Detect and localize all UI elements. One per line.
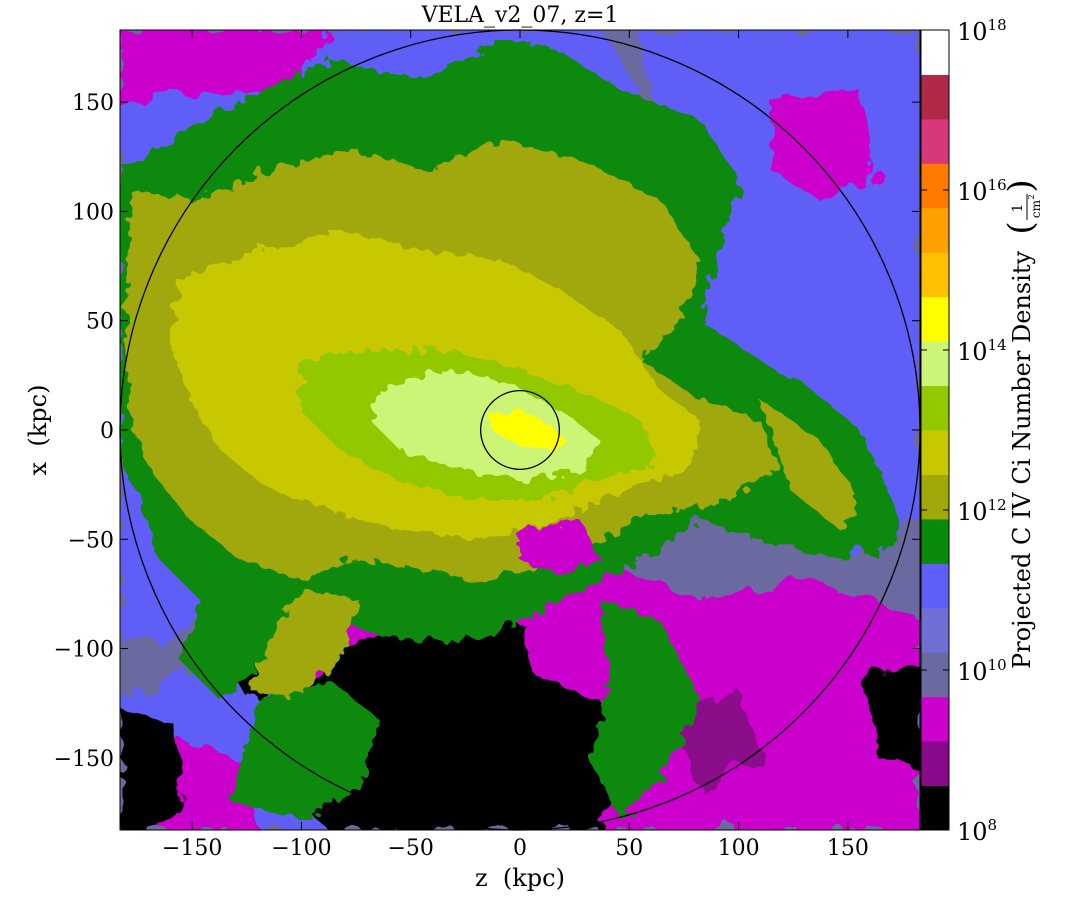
x-tick-label: −150 <box>162 836 222 861</box>
region-green-filament-s <box>230 680 380 820</box>
colorbar-segment <box>921 696 949 742</box>
colorbar-segment <box>921 252 949 298</box>
x-tick-label: 150 <box>827 836 869 861</box>
x-tick-label: −100 <box>271 836 331 861</box>
colorbar-segment <box>921 341 949 387</box>
y-tick-label: −150 <box>54 747 114 772</box>
y-tick-label: −50 <box>68 528 114 553</box>
colorbar-label-group: Projected C IV Ci Number Density ( 1 cm … <box>1001 179 1043 669</box>
colorbar-unit-numerator: 1 <box>1010 204 1026 213</box>
colorbar-segment <box>921 518 949 564</box>
colorbar-frame <box>920 29 950 831</box>
region-yellow-peak <box>490 410 565 450</box>
colorbar-tick-label: 1014 <box>957 336 1007 366</box>
colorbar-segment <box>921 385 949 431</box>
colorbar-segment <box>921 607 949 653</box>
colorbar-segment <box>921 118 949 164</box>
colorbar <box>921 30 949 831</box>
colorbar-unit-open-paren: ( <box>1001 221 1041 234</box>
y-tick-label: −100 <box>54 638 114 663</box>
colorbar-segment <box>921 163 949 209</box>
region-olive-stream-s <box>250 590 360 700</box>
colorbar-unit-denominator: cm <box>1029 199 1043 218</box>
colorbar-segment <box>921 74 949 120</box>
colorbar-segment <box>921 785 949 831</box>
y-tick-label: 0 <box>100 419 114 444</box>
x-tick-label: 0 <box>513 836 527 861</box>
region-void-se <box>860 660 920 770</box>
colorbar-segment <box>921 741 949 787</box>
colorbar-segment <box>921 474 949 520</box>
y-axis-ticks: −150 −100 −50 0 50 100 150 <box>54 91 920 772</box>
x-tick-label: 50 <box>615 836 643 861</box>
x-axis-ticks: −150 −100 −50 0 50 100 150 <box>162 30 869 861</box>
density-map <box>120 30 920 830</box>
colorbar-tick-label: 1018 <box>957 16 1007 46</box>
region-magenta-nw <box>120 30 330 110</box>
x-axis-label: z (kpc) <box>475 864 565 892</box>
y-tick-label: 100 <box>72 200 114 225</box>
region-void-sw <box>120 710 190 830</box>
colorbar-segment <box>921 30 949 75</box>
colorbar-segment <box>921 563 949 609</box>
y-tick-label: 150 <box>72 91 114 116</box>
colorbar-segment <box>921 296 949 342</box>
colorbar-tick-label: 1016 <box>957 176 1007 206</box>
x-tick-label: −50 <box>387 836 433 861</box>
region-magenta-ne <box>770 90 880 200</box>
region-lightgreen-core <box>370 370 600 480</box>
region-olive-stream-e <box>760 400 860 530</box>
region-void-south <box>280 610 640 830</box>
region-green-filament-se <box>590 600 700 820</box>
colorbar-tick-label: 108 <box>957 816 997 846</box>
colorbar-unit-close-paren: ) <box>1001 179 1041 192</box>
x-tick-label: 100 <box>718 836 760 861</box>
region-magenta-patch <box>520 520 600 575</box>
inner-radius-circle <box>480 390 560 470</box>
colorbar-segment <box>921 430 949 475</box>
colorbar-ticks: 108 1010 1012 1014 1016 1018 <box>921 16 1007 846</box>
y-tick-label: 50 <box>86 310 114 335</box>
colorbar-tick-label: 1010 <box>957 656 1007 686</box>
colorbar-segment <box>921 652 949 698</box>
colorbar-segment <box>921 207 949 253</box>
colorbar-unit-exponent: 2 <box>1027 194 1036 199</box>
chart-title: VELA_v2_07, z=1 <box>421 3 619 28</box>
colorbar-label: Projected C IV Ci Number Density <box>1008 251 1036 670</box>
colorbar-tick-label: 1012 <box>957 496 1007 526</box>
y-axis-label: x (kpc) <box>24 385 52 476</box>
